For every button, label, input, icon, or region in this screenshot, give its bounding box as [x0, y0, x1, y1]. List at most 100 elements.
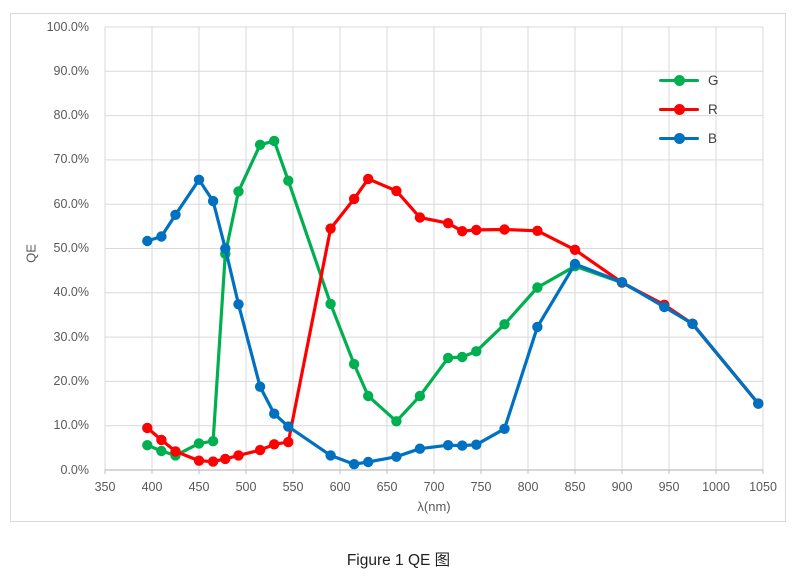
x-tick-label: 550: [282, 480, 304, 494]
x-axis-title: λ(nm): [417, 499, 451, 514]
R-data-point: [207, 456, 219, 467]
B-data-point: [283, 421, 294, 432]
B-data-point: [457, 440, 468, 451]
R-data-point: [348, 193, 360, 205]
x-tick-label: 1050: [749, 480, 777, 494]
x-tick-label: 1000: [702, 480, 730, 494]
R-data-point: [532, 225, 543, 236]
legend-item-G[interactable]: G: [659, 66, 719, 95]
x-tick-label: 950: [658, 480, 680, 494]
R-data-point: [499, 224, 510, 235]
G-legend-dot: [674, 75, 685, 86]
G-data-point: [283, 175, 294, 186]
G-data-point: [363, 390, 374, 402]
G-data-point: [391, 416, 402, 427]
B-data-point: [391, 451, 402, 462]
y-tick-label: 90.0%: [53, 63, 89, 78]
R-legend-dot: [674, 104, 685, 115]
G-data-point: [471, 346, 482, 357]
y-tick-label: 10.0%: [53, 418, 89, 433]
G-data-point: [233, 186, 244, 197]
R-data-point: [363, 173, 374, 185]
G-data-point: [499, 319, 510, 330]
R-data-point: [170, 446, 181, 457]
G-data-point: [156, 445, 167, 457]
legend-item-R[interactable]: R: [659, 95, 719, 124]
B-data-point: [233, 299, 244, 310]
B-data-point: [207, 195, 219, 207]
G-data-point: [442, 352, 454, 364]
x-tick-label: 900: [611, 480, 633, 494]
G-data-point: [348, 358, 360, 370]
legend-item-B[interactable]: B: [659, 124, 719, 153]
x-tick-label: 800: [517, 480, 539, 494]
x-tick-label: 600: [329, 480, 351, 494]
y-tick-label: 60.0%: [53, 196, 89, 211]
R-data-point: [325, 223, 336, 234]
legend-label-G: G: [708, 73, 719, 88]
R-data-point: [269, 439, 280, 450]
G-data-point: [207, 436, 219, 447]
R-data-point: [457, 226, 468, 237]
G-series-marker-icon: [659, 75, 699, 86]
B-data-point: [659, 301, 670, 313]
y-tick-label: 0.0%: [60, 462, 90, 477]
B-data-point: [532, 321, 543, 333]
x-tick-label: 350: [94, 480, 116, 494]
y-tick-label: 70.0%: [53, 152, 89, 167]
R-data-point: [220, 453, 231, 465]
R-data-point: [254, 444, 266, 456]
y-tick-label: 30.0%: [53, 329, 89, 344]
G-data-point: [532, 282, 543, 293]
figure-caption: Figure 1 QE 图: [346, 552, 451, 569]
R-data-point: [414, 212, 426, 223]
y-tick-label: 50.0%: [53, 241, 89, 255]
G-data-point: [193, 438, 205, 449]
B-data-point: [414, 443, 426, 454]
R-data-point: [569, 244, 581, 255]
x-tick-label: 500: [235, 480, 257, 494]
G-data-point: [269, 135, 280, 147]
x-tick-label: 750: [470, 480, 492, 494]
B-series-marker-icon: [659, 133, 699, 144]
R-data-point: [471, 224, 482, 236]
B-data-point: [193, 174, 205, 185]
x-tick-label: 650: [376, 480, 398, 494]
B-data-point: [363, 456, 374, 468]
R-data-point: [442, 218, 454, 229]
B-data-point: [471, 439, 482, 450]
legend-label-B: B: [708, 131, 718, 146]
B-data-point: [269, 408, 280, 419]
B-data-point: [616, 277, 628, 288]
B-data-point: [569, 258, 581, 270]
x-tick-label: 700: [423, 480, 445, 494]
y-tick-label: 40.0%: [53, 285, 89, 300]
B-data-point: [753, 398, 764, 409]
R-data-point: [283, 436, 294, 448]
x-tick-label: 850: [564, 480, 586, 494]
B-data-point: [442, 440, 454, 451]
G-data-point: [325, 298, 336, 310]
y-tick-label: 100.0%: [46, 19, 89, 34]
B-data-point: [499, 423, 510, 434]
G-data-point: [457, 351, 468, 363]
R-data-point: [142, 422, 153, 434]
R-data-point: [391, 185, 402, 197]
G-data-point: [142, 440, 153, 451]
x-tick-label: 400: [141, 480, 163, 494]
B-data-point: [325, 450, 336, 461]
G-data-point: [414, 390, 426, 402]
chart-frame: 0.0% 10.0% 20.0% 30.0% 40.0% 50.0% 60.0% 70.0% 8…: [10, 13, 786, 522]
x-tick-label: 450: [188, 480, 210, 494]
R-series-marker-icon: [659, 104, 699, 115]
y-axis-title: QE: [23, 244, 39, 263]
R-data-point: [156, 434, 167, 446]
legend-label-R: R: [708, 102, 718, 117]
B-legend-dot: [674, 133, 685, 144]
R-data-point: [233, 450, 244, 461]
R-data-point: [193, 455, 205, 466]
plot-area: [104, 26, 764, 474]
B-data-point: [156, 231, 167, 242]
